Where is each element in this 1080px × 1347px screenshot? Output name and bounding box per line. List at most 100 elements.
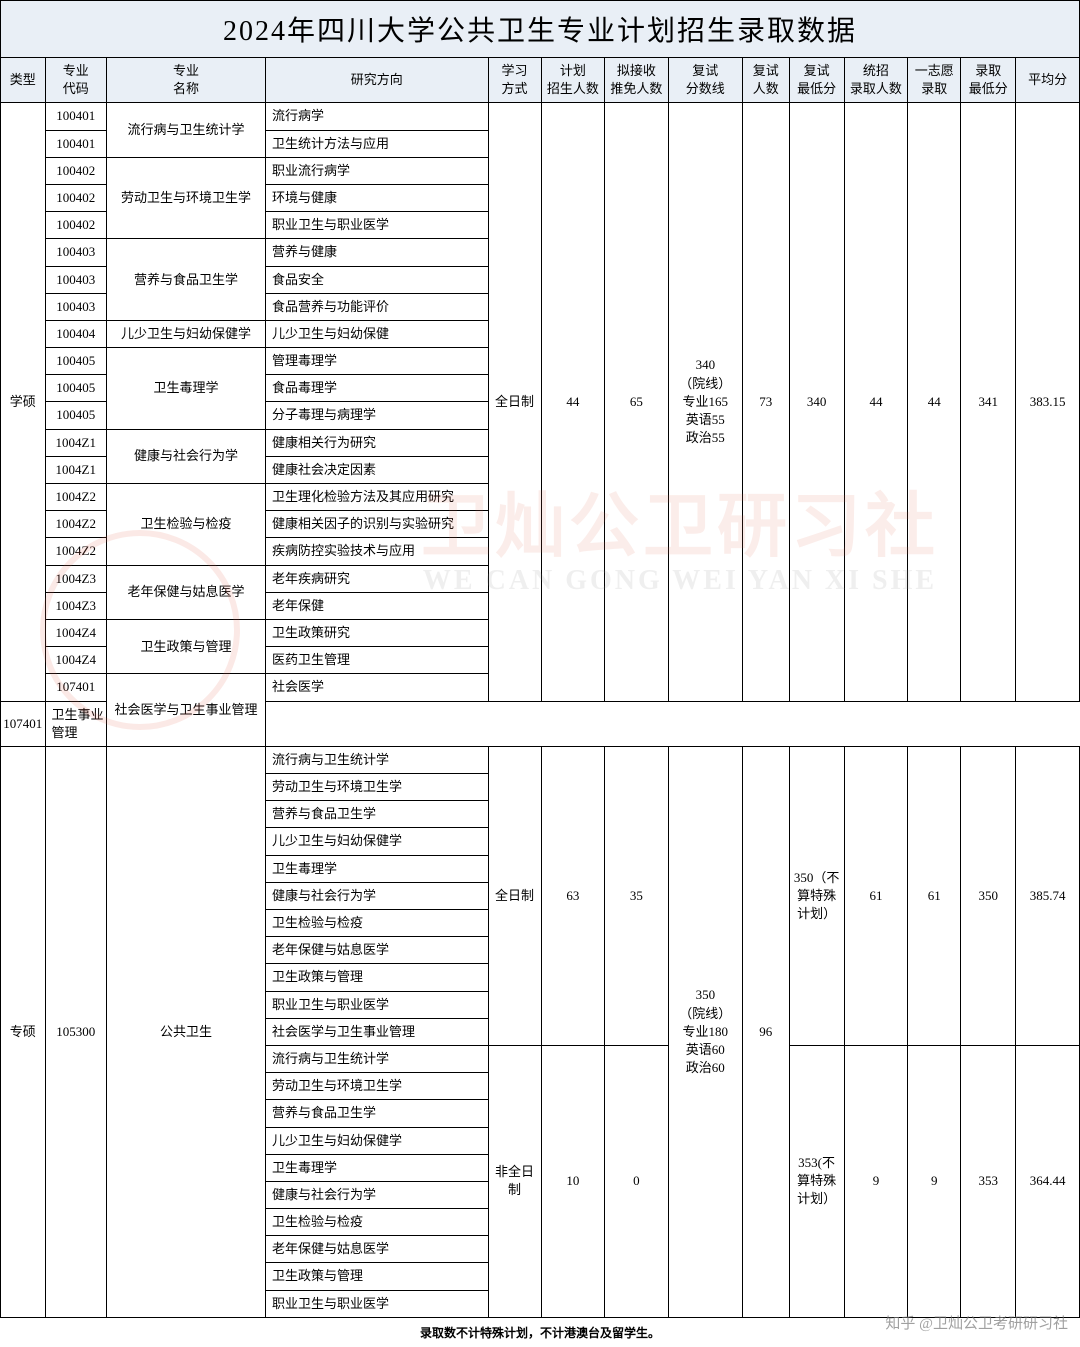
direction-cell: 职业流行病学 [265,157,488,184]
line-cell: 350（院线）专业180英语60政治60 [668,746,742,1317]
code-cell: 1004Z3 [45,592,106,619]
code-cell: 100403 [45,239,106,266]
h-line: 复试分数线 [668,58,742,103]
code-cell: 107401 [45,674,106,701]
admit-cell: 44 [844,103,908,701]
code-cell: 100403 [45,293,106,320]
direction-cell: 流行病与卫生统计学 [265,746,488,773]
code-cell: 1004Z4 [45,619,106,646]
plan-cell: 63 [541,746,605,1045]
type-cell: 学硕 [1,103,46,701]
major-cell: 社会医学与卫生事业管理 [106,674,265,747]
first-cell: 61 [908,746,961,1045]
code-cell: 100401 [45,103,106,130]
h-recommend: 拟接收推免人数 [605,58,669,103]
avg-cell: 385.74 [1016,746,1080,1045]
direction-cell: 医药卫生管理 [265,647,488,674]
direction-cell: 卫生检验与检疫 [265,910,488,937]
mode-cell: 全日制 [488,746,541,1045]
direction-cell: 职业卫生与职业医学 [265,212,488,239]
code-cell: 100403 [45,266,106,293]
direction-cell: 儿少卫生与妇幼保健学 [265,1127,488,1154]
direction-cell: 食品毒理学 [265,375,488,402]
direction-cell: 卫生事业管理 [45,701,106,746]
code-cell: 100402 [45,157,106,184]
h-reexam-min: 复试最低分 [789,58,844,103]
direction-cell: 劳动卫生与环境卫生学 [265,1073,488,1100]
direction-cell: 营养与健康 [265,239,488,266]
direction-cell: 健康社会决定因素 [265,456,488,483]
code-cell: 1004Z4 [45,647,106,674]
code-cell: 1004Z2 [45,484,106,511]
direction-cell: 卫生检验与检疫 [265,1209,488,1236]
major-cell: 卫生政策与管理 [106,619,265,673]
footnote: 录取数不计特殊计划，不计港澳台及留学生。 [0,1318,1080,1347]
first-cell: 9 [908,1045,961,1317]
h-code: 专业代码 [45,58,106,103]
direction-cell: 环境与健康 [265,184,488,211]
direction-cell: 分子毒理与病理学 [265,402,488,429]
direction-cell: 流行病与卫生统计学 [265,1045,488,1072]
direction-cell: 健康相关因子的识别与实验研究 [265,511,488,538]
major-cell: 卫生毒理学 [106,348,265,430]
reexam-cell: 73 [742,103,789,701]
h-type: 类型 [1,58,46,103]
h-first: 一志愿录取 [908,58,961,103]
h-direction: 研究方向 [265,58,488,103]
mode-cell: 非全日制 [488,1045,541,1317]
direction-cell: 职业卫生与职业医学 [265,1290,488,1317]
code-cell: 1004Z3 [45,565,106,592]
code-cell: 100402 [45,212,106,239]
h-admit: 统招录取人数 [844,58,908,103]
direction-cell: 健康相关行为研究 [265,429,488,456]
recommend-cell: 35 [605,746,669,1045]
admit-cell: 9 [844,1045,908,1317]
direction-cell: 社会医学 [265,674,488,701]
code-cell: 100405 [45,348,106,375]
avg-cell: 364.44 [1016,1045,1080,1317]
direction-cell: 营养与食品卫生学 [265,801,488,828]
direction-cell: 卫生毒理学 [265,855,488,882]
code-cell: 1004Z2 [45,538,106,565]
h-mode: 学习方式 [488,58,541,103]
recommend-cell: 0 [605,1045,669,1317]
major-cell: 公共卫生 [106,746,265,1317]
direction-cell: 卫生毒理学 [265,1154,488,1181]
mode-cell: 全日制 [488,103,541,701]
code-cell: 105300 [45,746,106,1317]
direction-cell: 卫生统计方法与应用 [265,130,488,157]
data-table: 类型 专业代码 专业名称 研究方向 学习方式 计划招生人数 拟接收推免人数 复试… [0,57,1080,1318]
code-cell: 100404 [45,320,106,347]
direction-cell: 老年保健与姑息医学 [265,1236,488,1263]
admit-min-cell: 341 [961,103,1016,701]
direction-cell: 食品营养与功能评价 [265,293,488,320]
major-cell: 卫生检验与检疫 [106,484,265,566]
direction-cell: 管理毒理学 [265,348,488,375]
direction-cell: 老年保健与姑息医学 [265,937,488,964]
h-major: 专业名称 [106,58,265,103]
plan-cell: 10 [541,1045,605,1317]
h-plan: 计划招生人数 [541,58,605,103]
direction-cell: 劳动卫生与环境卫生学 [265,774,488,801]
h-reexam: 复试人数 [742,58,789,103]
code-cell: 100401 [45,130,106,157]
direction-cell: 健康与社会行为学 [265,882,488,909]
major-cell: 营养与食品卫生学 [106,239,265,321]
reexam-min-cell: 350（不算特殊计划） [789,746,844,1045]
avg-cell: 383.15 [1016,103,1080,701]
admit-min-cell: 350 [961,746,1016,1045]
plan-cell: 44 [541,103,605,701]
major-cell: 老年保健与姑息医学 [106,565,265,619]
major-cell: 儿少卫生与妇幼保健学 [106,320,265,347]
major-cell: 流行病与卫生统计学 [106,103,265,157]
code-cell: 100402 [45,184,106,211]
first-cell: 44 [908,103,961,701]
table-row: 专硕105300公共卫生流行病与卫生统计学全日制6335350（院线）专业180… [1,746,1080,773]
direction-cell: 卫生政策研究 [265,619,488,646]
direction-cell: 流行病学 [265,103,488,130]
code-cell: 100405 [45,402,106,429]
reexam-cell: 96 [742,746,789,1317]
major-cell: 劳动卫生与环境卫生学 [106,157,265,239]
direction-cell: 食品安全 [265,266,488,293]
direction-cell: 疾病防控实验技术与应用 [265,538,488,565]
